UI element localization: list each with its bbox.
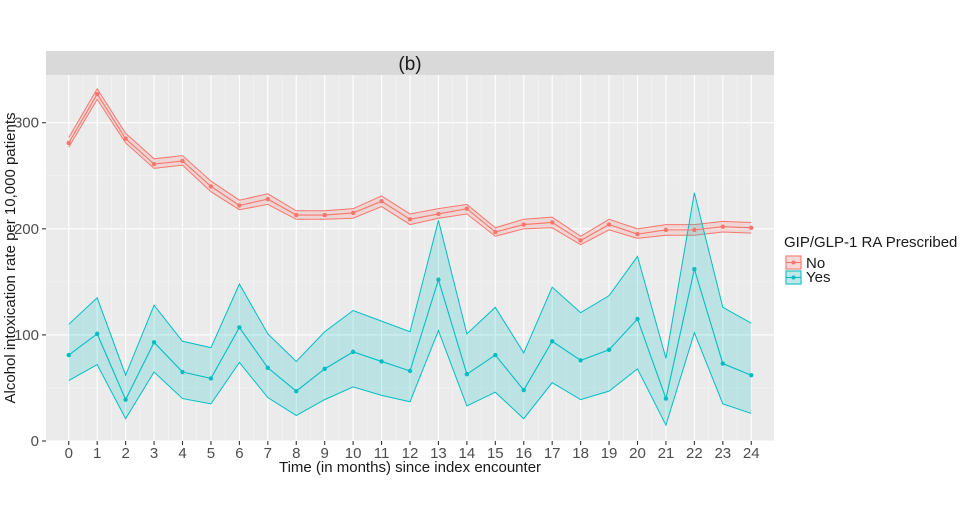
- point-no: [692, 227, 697, 233]
- x-tick-label: 5: [207, 445, 215, 462]
- point-yes: [521, 387, 526, 393]
- x-axis-title: Time (in months) since index encounter: [279, 459, 541, 476]
- point-yes: [379, 359, 384, 364]
- x-tick-label: 3: [150, 445, 158, 462]
- point-no: [66, 140, 71, 146]
- x-tick-label: 24: [743, 445, 760, 462]
- x-tick-label: 20: [629, 445, 646, 462]
- point-no: [663, 227, 669, 233]
- point-yes: [663, 396, 669, 401]
- point-yes: [151, 340, 157, 345]
- point-yes: [66, 352, 71, 358]
- strip-background: [46, 51, 774, 75]
- point-yes: [407, 368, 413, 374]
- point-no: [350, 210, 356, 216]
- point-no: [549, 220, 555, 225]
- ribbon-lower-no: [68, 98, 752, 246]
- point-yes: [606, 347, 612, 352]
- x-tick-label: 22: [686, 445, 703, 462]
- point-no: [464, 206, 470, 211]
- point-no: [379, 199, 384, 204]
- x-tick-label: 8: [292, 445, 300, 462]
- x-tick-label: 15: [487, 445, 504, 462]
- point-no: [294, 212, 299, 218]
- y-axis-title: Alcohol intoxication rate per 10,000 pat…: [2, 112, 19, 403]
- point-no: [237, 203, 242, 208]
- series-points: [66, 91, 754, 402]
- x-axis: 0 1 2 3 4 5 6 7 8 9 10 11 12 13 14 15 16 17 18 19 20 21 22 23 24: [65, 441, 760, 462]
- point-no: [407, 217, 413, 222]
- x-tick-label: 6: [235, 445, 243, 462]
- point-no: [436, 211, 441, 217]
- x-tick-label: 16: [515, 445, 532, 462]
- ribbon-upper-yes: [68, 192, 752, 377]
- ribbon-yes: [68, 192, 752, 426]
- point-yes: [549, 339, 555, 344]
- x-tick-label: 4: [178, 445, 186, 462]
- x-tick-label: 19: [601, 445, 618, 462]
- legend: GIP/GLP-1 RA Prescribed No Yes: [784, 234, 957, 286]
- legend-key-point-no: [791, 260, 796, 265]
- x-tick-label: 17: [544, 445, 561, 462]
- y-axis: 0 100 200 300: [14, 115, 46, 450]
- x-tick-label: 10: [345, 445, 362, 462]
- y-tick-label: 300: [14, 115, 39, 132]
- point-no: [123, 136, 128, 141]
- strip-label: (b): [398, 54, 421, 75]
- point-no: [606, 222, 612, 227]
- x-tick-label: 1: [93, 445, 101, 462]
- point-yes: [464, 371, 470, 377]
- point-yes: [578, 358, 583, 363]
- x-tick-label: 14: [459, 445, 476, 462]
- point-no: [635, 231, 640, 237]
- legend-key-point-yes: [791, 275, 796, 280]
- ribbon-upper-no: [68, 87, 752, 237]
- point-no: [521, 222, 526, 227]
- y-tick-label: 100: [14, 327, 39, 344]
- legend-title: GIP/GLP-1 RA Prescribed: [784, 234, 957, 251]
- point-yes: [180, 369, 185, 375]
- legend-label-yes: Yes: [806, 269, 830, 286]
- point-yes: [436, 277, 441, 282]
- ribbon-lower-yes: [68, 329, 752, 427]
- point-no: [180, 158, 185, 164]
- point-no: [720, 224, 726, 229]
- x-tick-label: 13: [430, 445, 447, 462]
- y-tick-label: 0: [31, 433, 39, 450]
- point-yes: [123, 397, 128, 402]
- point-no: [322, 212, 327, 218]
- point-yes: [692, 266, 697, 272]
- point-yes: [720, 361, 726, 366]
- legend-keys: [785, 255, 802, 285]
- point-no: [493, 229, 498, 235]
- point-yes: [94, 331, 100, 337]
- point-no: [208, 184, 214, 189]
- x-tick-label: 9: [321, 445, 329, 462]
- y-tick-label: 200: [14, 221, 39, 238]
- x-tick-label: 12: [402, 445, 419, 462]
- x-tick-label: 11: [374, 445, 390, 462]
- point-no: [578, 238, 583, 243]
- point-yes: [749, 373, 754, 378]
- x-tick-label: 2: [121, 445, 129, 462]
- point-yes: [294, 388, 299, 394]
- x-tick-label: 0: [65, 445, 73, 462]
- point-no: [94, 91, 100, 97]
- point-yes: [493, 352, 498, 358]
- x-tick-label: 7: [264, 445, 272, 462]
- x-tick-label: 23: [714, 445, 731, 462]
- point-no: [749, 225, 754, 230]
- point-no: [151, 161, 157, 167]
- x-tick-label: 18: [572, 445, 589, 462]
- point-yes: [322, 366, 327, 372]
- point-yes: [635, 316, 640, 322]
- point-yes: [208, 376, 214, 381]
- point-yes: [237, 325, 242, 330]
- point-yes: [350, 349, 356, 355]
- legend-label-no: No: [806, 255, 825, 272]
- point-yes: [265, 365, 271, 370]
- x-tick-label: 21: [658, 445, 675, 462]
- point-no: [265, 196, 271, 202]
